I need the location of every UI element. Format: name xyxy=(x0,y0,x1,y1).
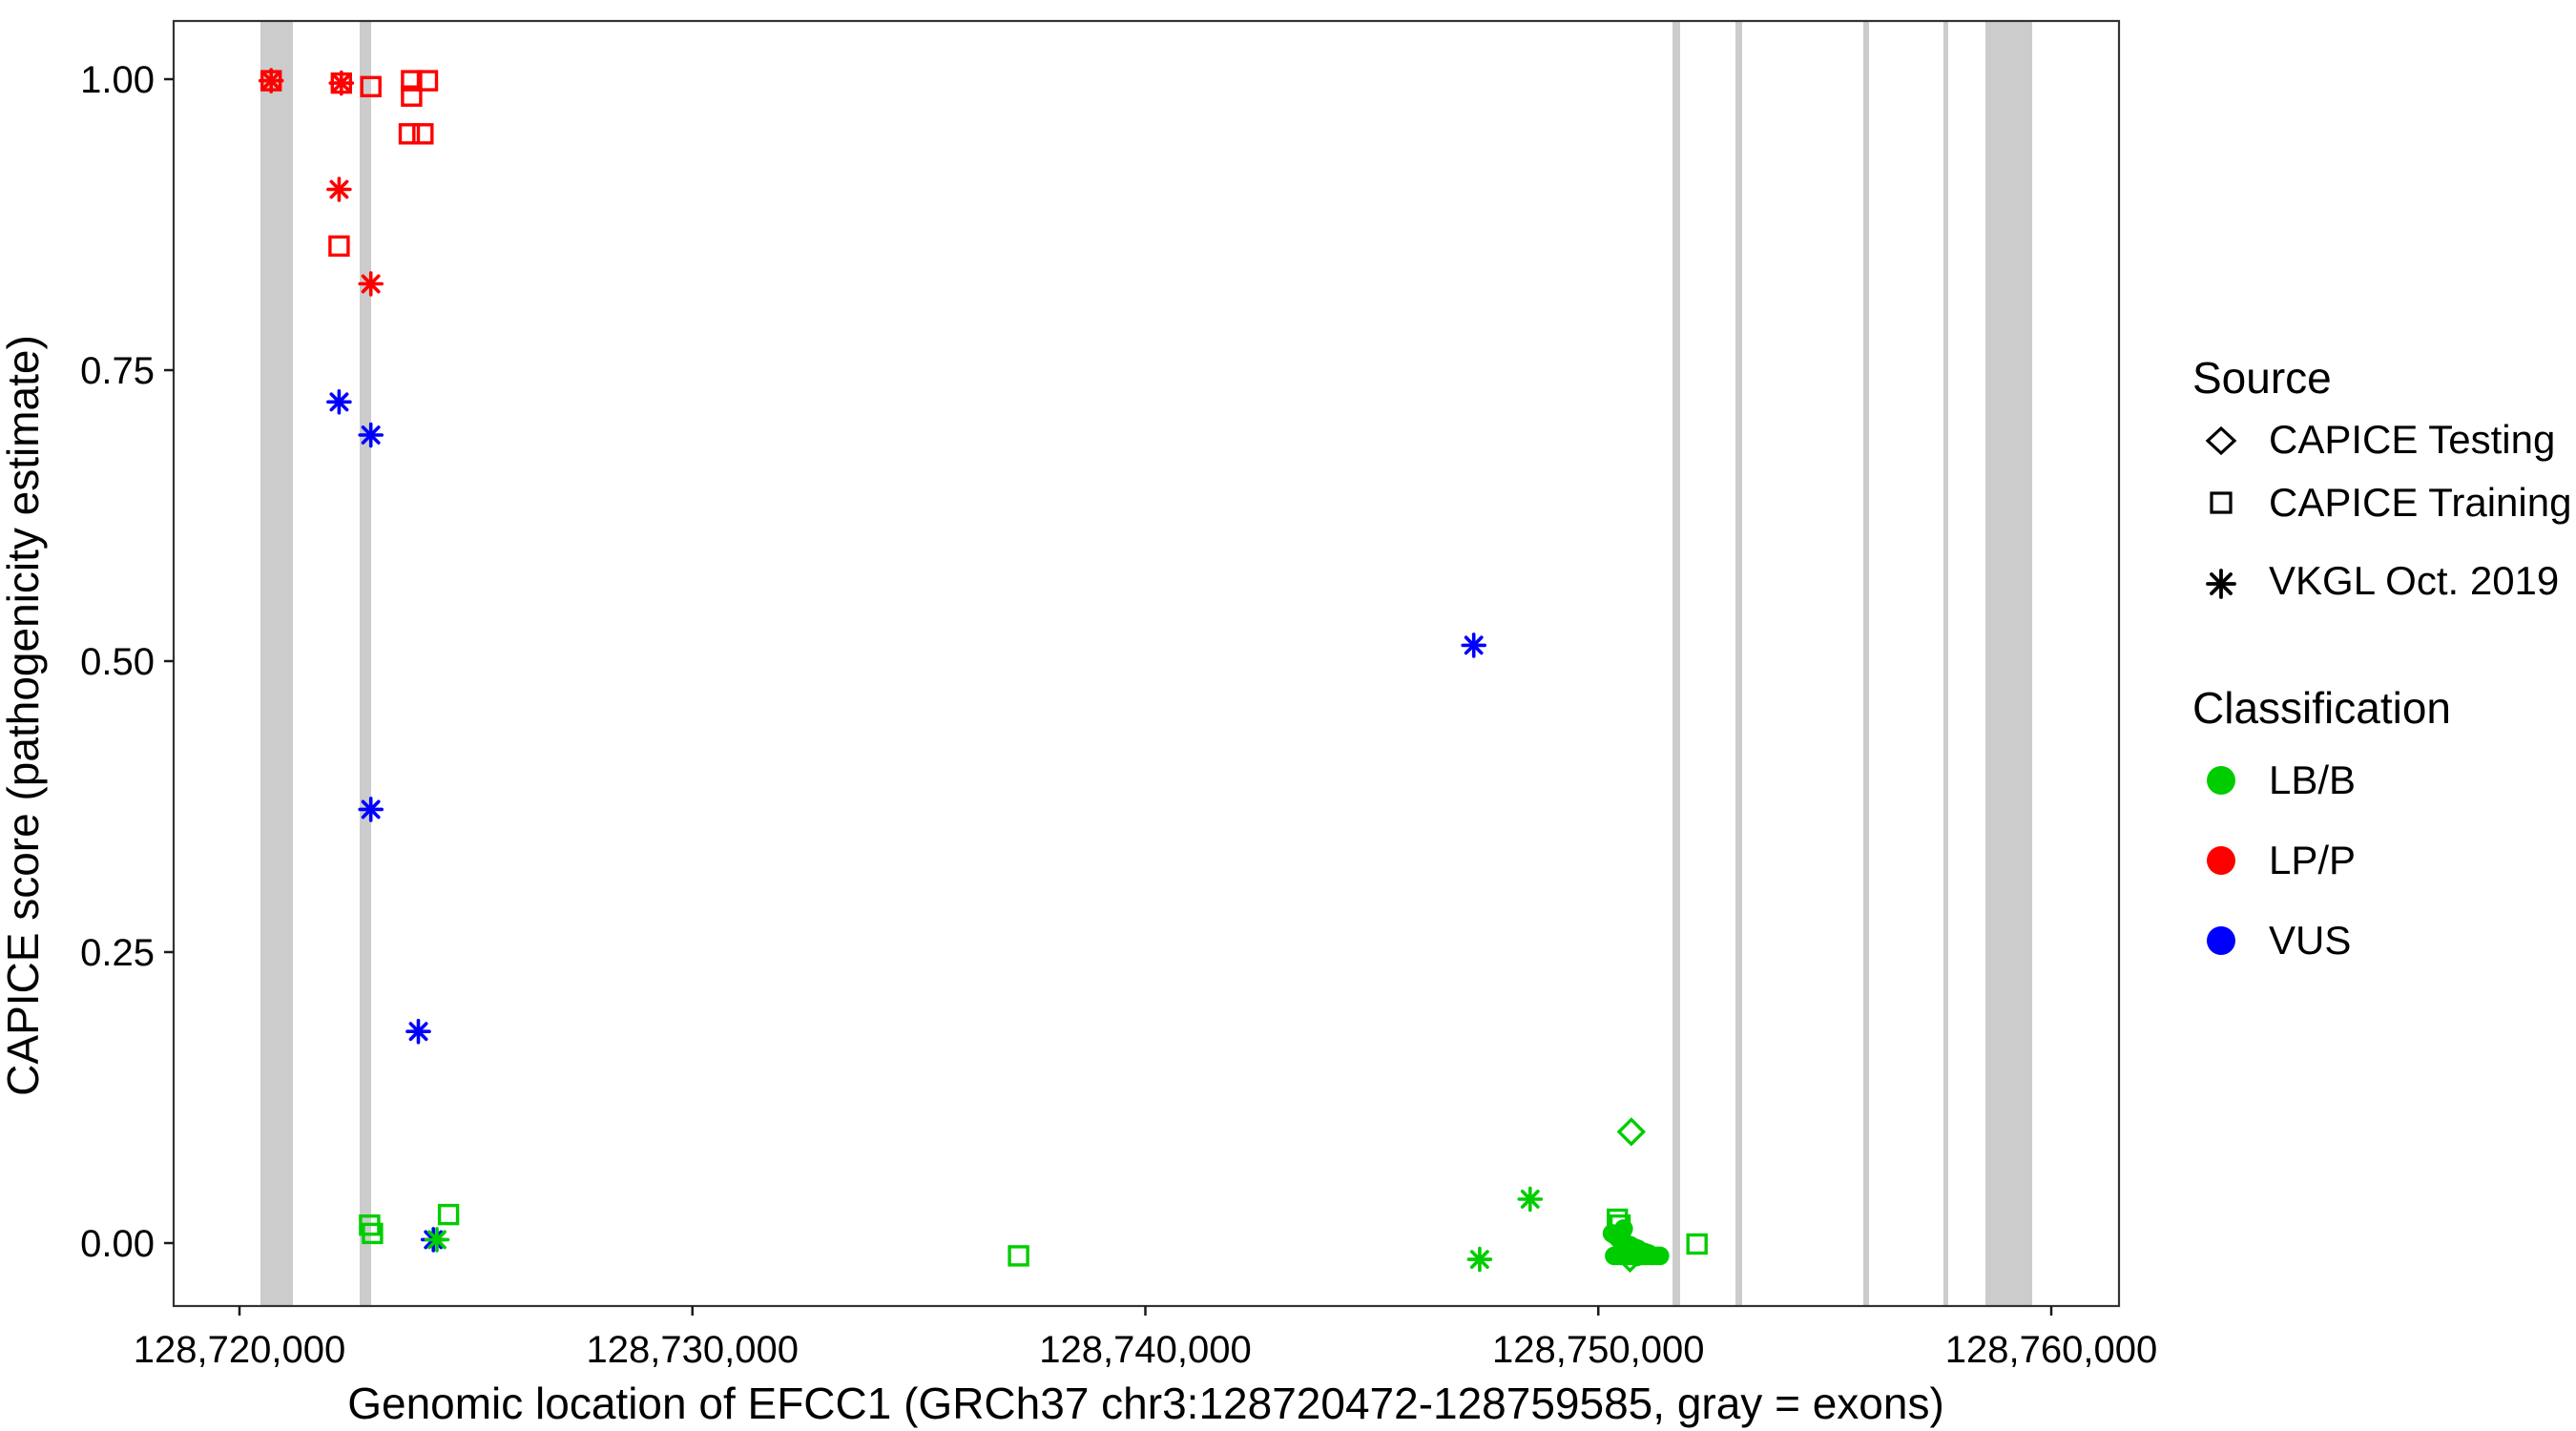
svg-text:128,750,000: 128,750,000 xyxy=(1492,1329,1704,1371)
svg-text:0.00: 0.00 xyxy=(80,1223,155,1265)
svg-text:LP/P: LP/P xyxy=(2269,838,2356,882)
svg-text:LB/B: LB/B xyxy=(2269,757,2356,802)
svg-text:CAPICE Testing: CAPICE Testing xyxy=(2269,417,2555,462)
svg-text:Classification: Classification xyxy=(2192,683,2451,733)
svg-text:1.00: 1.00 xyxy=(80,59,155,101)
svg-text:0.25: 0.25 xyxy=(80,932,155,974)
svg-text:128,730,000: 128,730,000 xyxy=(587,1329,799,1371)
svg-text:0.75: 0.75 xyxy=(80,350,155,392)
svg-text:VKGL Oct. 2019: VKGL Oct. 2019 xyxy=(2269,558,2559,603)
svg-text:VUS: VUS xyxy=(2269,918,2351,963)
svg-text:CAPICE Training: CAPICE Training xyxy=(2269,480,2571,525)
svg-text:128,760,000: 128,760,000 xyxy=(1945,1329,2157,1371)
svg-text:CAPICE score (pathogenicity es: CAPICE score (pathogenicity estimate) xyxy=(0,335,48,1096)
svg-text:128,740,000: 128,740,000 xyxy=(1039,1329,1251,1371)
svg-text:128,720,000: 128,720,000 xyxy=(134,1329,345,1371)
svg-text:0.50: 0.50 xyxy=(80,641,155,683)
svg-text:Source: Source xyxy=(2192,353,2332,403)
svg-text:Genomic location of EFCC1 (GRC: Genomic location of EFCC1 (GRCh37 chr3:1… xyxy=(347,1379,1944,1428)
